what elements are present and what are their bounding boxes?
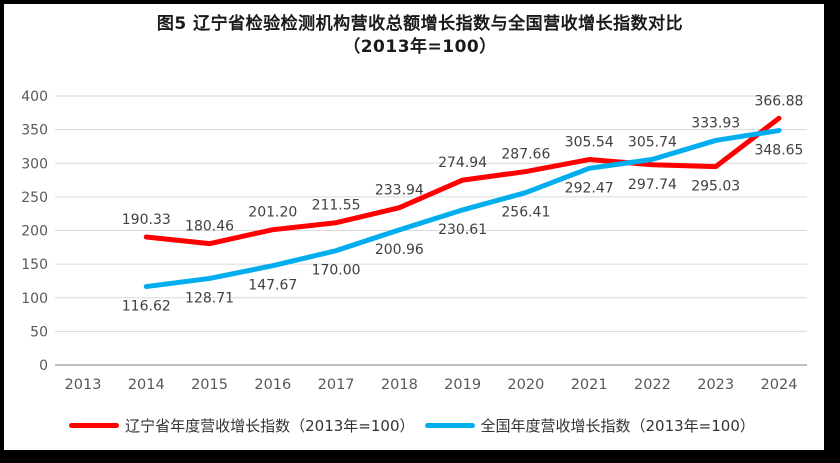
x-tick-label: 2013 bbox=[65, 377, 102, 393]
y-tick-label: 350 bbox=[21, 123, 48, 139]
x-tick-label: 2019 bbox=[444, 377, 481, 393]
national-series-label: 全国年度营收增长指数（2013年=100） bbox=[480, 417, 755, 435]
data-label: 230.61 bbox=[438, 222, 487, 238]
data-label: 333.93 bbox=[691, 115, 740, 131]
x-tick-label: 2017 bbox=[318, 377, 355, 393]
data-label: 274.94 bbox=[438, 155, 487, 171]
data-label: 233.94 bbox=[375, 183, 424, 199]
data-label: 295.03 bbox=[691, 179, 740, 195]
y-tick-label: 50 bbox=[30, 324, 48, 340]
x-tick-label: 2018 bbox=[381, 377, 418, 393]
y-tick-label: 400 bbox=[21, 89, 48, 105]
data-label: 211.55 bbox=[312, 198, 361, 214]
y-tick-label: 150 bbox=[21, 257, 48, 273]
data-label: 200.96 bbox=[375, 242, 424, 258]
data-label: 348.65 bbox=[754, 143, 803, 159]
data-label: 292.47 bbox=[565, 180, 614, 196]
national-series-swatch bbox=[424, 423, 475, 428]
x-tick-label: 2020 bbox=[507, 377, 544, 393]
chart-title-line1: 图5 辽宁省检验检测机构营收总额增长指数与全国营收增长指数对比 bbox=[156, 14, 684, 34]
liaoning-series-line bbox=[143, 115, 782, 247]
data-label: 297.74 bbox=[628, 177, 677, 193]
data-label: 366.88 bbox=[754, 93, 803, 109]
data-label: 180.46 bbox=[185, 219, 234, 235]
data-label: 116.62 bbox=[122, 299, 171, 315]
y-tick-label: 250 bbox=[21, 190, 48, 206]
y-tick-label: 300 bbox=[21, 156, 48, 172]
liaoning-series-swatch bbox=[69, 423, 120, 428]
x-tick-label: 2016 bbox=[254, 377, 291, 393]
data-label: 287.66 bbox=[501, 147, 550, 163]
data-label: 170.00 bbox=[312, 263, 361, 279]
data-label: 305.74 bbox=[628, 134, 677, 150]
y-tick-label: 100 bbox=[21, 291, 48, 307]
x-tick-label: 2021 bbox=[571, 377, 608, 393]
data-label: 305.54 bbox=[565, 135, 614, 151]
chart-title: 图5 辽宁省检验检测机构营收总额增长指数与全国营收增长指数对比 （2013年=1… bbox=[0, 13, 840, 59]
y-tick-label: 200 bbox=[21, 224, 48, 240]
x-tick-label: 2015 bbox=[191, 377, 228, 393]
chart-title-line2: （2013年=100） bbox=[343, 37, 497, 57]
data-label: 256.41 bbox=[501, 205, 550, 221]
x-tick-label: 2024 bbox=[761, 377, 798, 393]
legend-item-national: 全国年度营收增长指数（2013年=100） bbox=[424, 415, 755, 436]
data-label: 201.20 bbox=[248, 205, 297, 221]
data-label: 147.67 bbox=[248, 278, 297, 294]
x-tick-label: 2023 bbox=[697, 377, 734, 393]
data-label: 128.71 bbox=[185, 290, 234, 306]
data-label: 190.33 bbox=[122, 212, 171, 228]
liaoning-series-label: 辽宁省年度营收增长指数（2013年=100） bbox=[125, 417, 415, 435]
x-tick-label: 2014 bbox=[128, 377, 165, 393]
x-tick-label: 2022 bbox=[634, 377, 671, 393]
chart-legend: 辽宁省年度营收增长指数（2013年=100） 全国年度营收增长指数（2013年=… bbox=[0, 415, 824, 436]
national-series-line bbox=[143, 128, 782, 290]
y-tick-label: 0 bbox=[39, 358, 48, 374]
legend-item-liaoning: 辽宁省年度营收增长指数（2013年=100） bbox=[69, 415, 415, 436]
